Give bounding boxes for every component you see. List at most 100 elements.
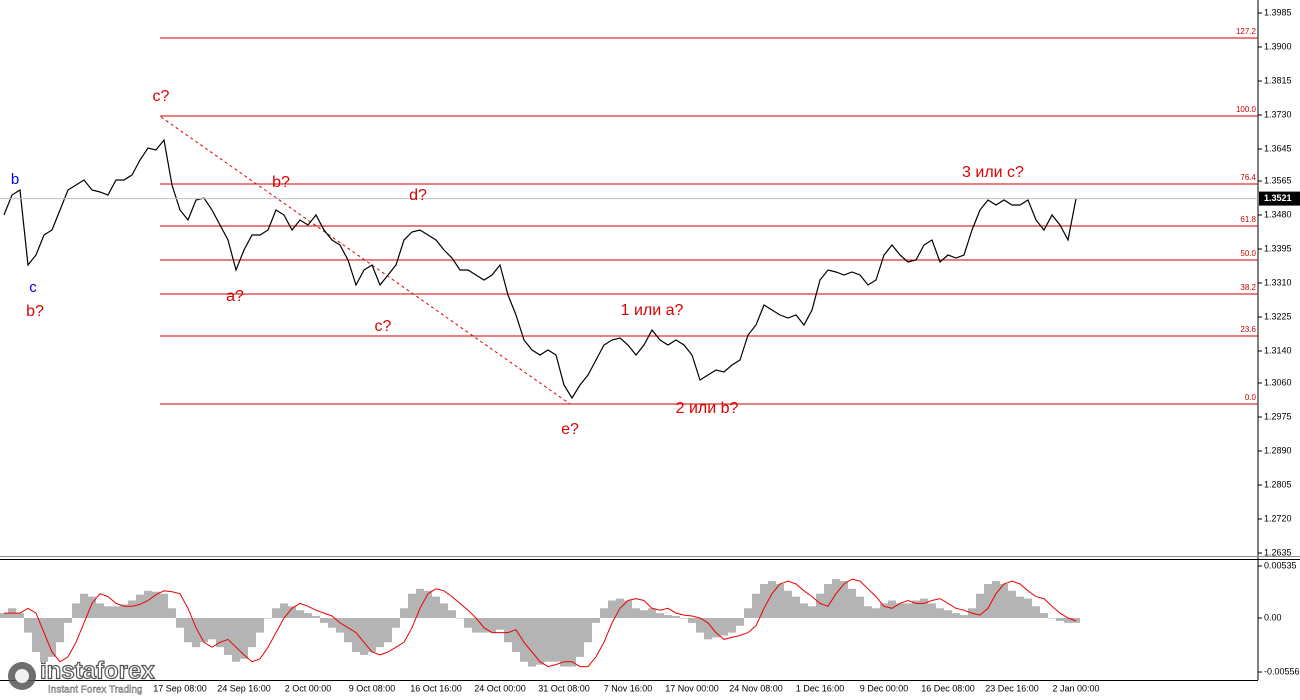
histogram-bar (800, 603, 808, 618)
histogram-bar (600, 608, 608, 618)
histogram-bar (64, 617, 72, 623)
histogram-bar (448, 610, 456, 618)
histogram-bar (392, 617, 400, 628)
y-tick-label: -0.00556 (1264, 666, 1300, 676)
histogram-bar (648, 608, 656, 618)
histogram-bar (824, 583, 832, 618)
histogram-bar (568, 617, 576, 667)
histogram-bar (688, 617, 696, 623)
histogram-bar (752, 593, 760, 618)
histogram-bar (1032, 606, 1040, 618)
histogram-bar (240, 617, 248, 659)
current-price-box (1259, 191, 1300, 206)
fib-label: 50.0 (1240, 249, 1256, 258)
histogram-bar (408, 593, 416, 618)
histogram-bar (672, 616, 680, 618)
histogram-bar (1040, 613, 1048, 618)
histogram-bar (304, 613, 312, 618)
histogram-bar (88, 596, 96, 618)
histogram-bar (440, 603, 448, 618)
histogram-bar (456, 617, 464, 619)
histogram-bar (664, 615, 672, 618)
histogram-bar (0, 613, 8, 618)
y-tick-label: 1.3480 (1264, 209, 1292, 219)
histogram-bar (584, 617, 592, 643)
histogram-bar (48, 617, 56, 657)
fib-label: 100.0 (1236, 105, 1257, 114)
histogram-bar (224, 617, 232, 655)
histogram-bar (120, 604, 128, 618)
histogram-bar (904, 603, 912, 618)
wave-label: b? (26, 303, 44, 320)
histogram-bar (232, 617, 240, 662)
x-tick-label: 17 Nov 00:00 (665, 683, 719, 693)
histogram-bar (1000, 583, 1008, 618)
histogram-bar (344, 617, 352, 643)
wave-label: b? (272, 174, 290, 191)
histogram-bar (176, 617, 184, 628)
histogram-bar (960, 615, 968, 618)
histogram-bar (480, 617, 488, 633)
histogram-bar (296, 610, 304, 618)
histogram-bar (592, 617, 600, 623)
histogram-bar (360, 617, 368, 655)
x-tick-label: 16 Oct 16:00 (410, 683, 462, 693)
wave-label: 1 или a? (621, 302, 684, 319)
histogram-bar (184, 617, 192, 643)
histogram-bar (56, 617, 64, 643)
histogram-bar (920, 598, 928, 618)
histogram-bar (280, 603, 288, 618)
histogram-bar (24, 617, 32, 633)
x-tick-label: 9 Dec 00:00 (860, 683, 909, 693)
histogram-bar (200, 617, 208, 643)
histogram-bar (16, 613, 24, 618)
histogram-bar (376, 617, 384, 648)
y-tick-label: 1.3900 (1264, 41, 1292, 51)
wave-label: c? (375, 318, 392, 335)
histogram-bar (336, 617, 344, 633)
histogram-bar (656, 613, 664, 618)
histogram-bar (808, 606, 816, 618)
histogram-bar (632, 608, 640, 618)
histogram-bar (288, 606, 296, 618)
histogram-bar (984, 583, 992, 618)
histogram-bar (832, 579, 840, 618)
fib-label: 0.0 (1245, 393, 1257, 402)
histogram-bar (368, 617, 376, 653)
histogram-bar (992, 581, 1000, 618)
y-tick-label: 0.00535 (1264, 560, 1297, 570)
y-tick-label: 1.3815 (1264, 75, 1292, 85)
wave-label: c (29, 279, 37, 296)
histogram-bar (168, 608, 176, 618)
histogram-bar (792, 596, 800, 618)
histogram-bar (144, 590, 152, 618)
histogram-bar (424, 590, 432, 618)
histogram-bar (880, 603, 888, 618)
logo (8, 662, 36, 690)
x-tick-label: 23 Dec 16:00 (985, 683, 1039, 693)
y-tick-label: 1.3310 (1264, 277, 1292, 287)
histogram-bar (104, 606, 112, 618)
y-tick-label: 1.2635 (1264, 547, 1292, 557)
histogram-bar (152, 591, 160, 618)
histogram-bar (248, 617, 256, 648)
histogram-bar (208, 617, 216, 640)
histogram-bar (704, 617, 712, 640)
histogram-bar (352, 617, 360, 653)
histogram-bar (416, 588, 424, 618)
wave-label: a? (226, 288, 244, 305)
y-tick-label: 1.3140 (1264, 345, 1292, 355)
x-tick-label: 2 Jan 00:00 (1052, 683, 1099, 693)
histogram-bar (32, 617, 40, 653)
x-tick-label: 31 Oct 08:00 (538, 683, 590, 693)
x-tick-label: 24 Sep 16:00 (217, 683, 271, 693)
y-tick-label: 1.3730 (1264, 109, 1292, 119)
histogram-bar (680, 617, 688, 619)
histogram-bar (432, 596, 440, 618)
y-tick-label: 1.3985 (1264, 7, 1292, 17)
price-line (3, 138, 1077, 400)
fib-label: 38.2 (1240, 283, 1256, 292)
signal-line (4, 578, 1077, 668)
